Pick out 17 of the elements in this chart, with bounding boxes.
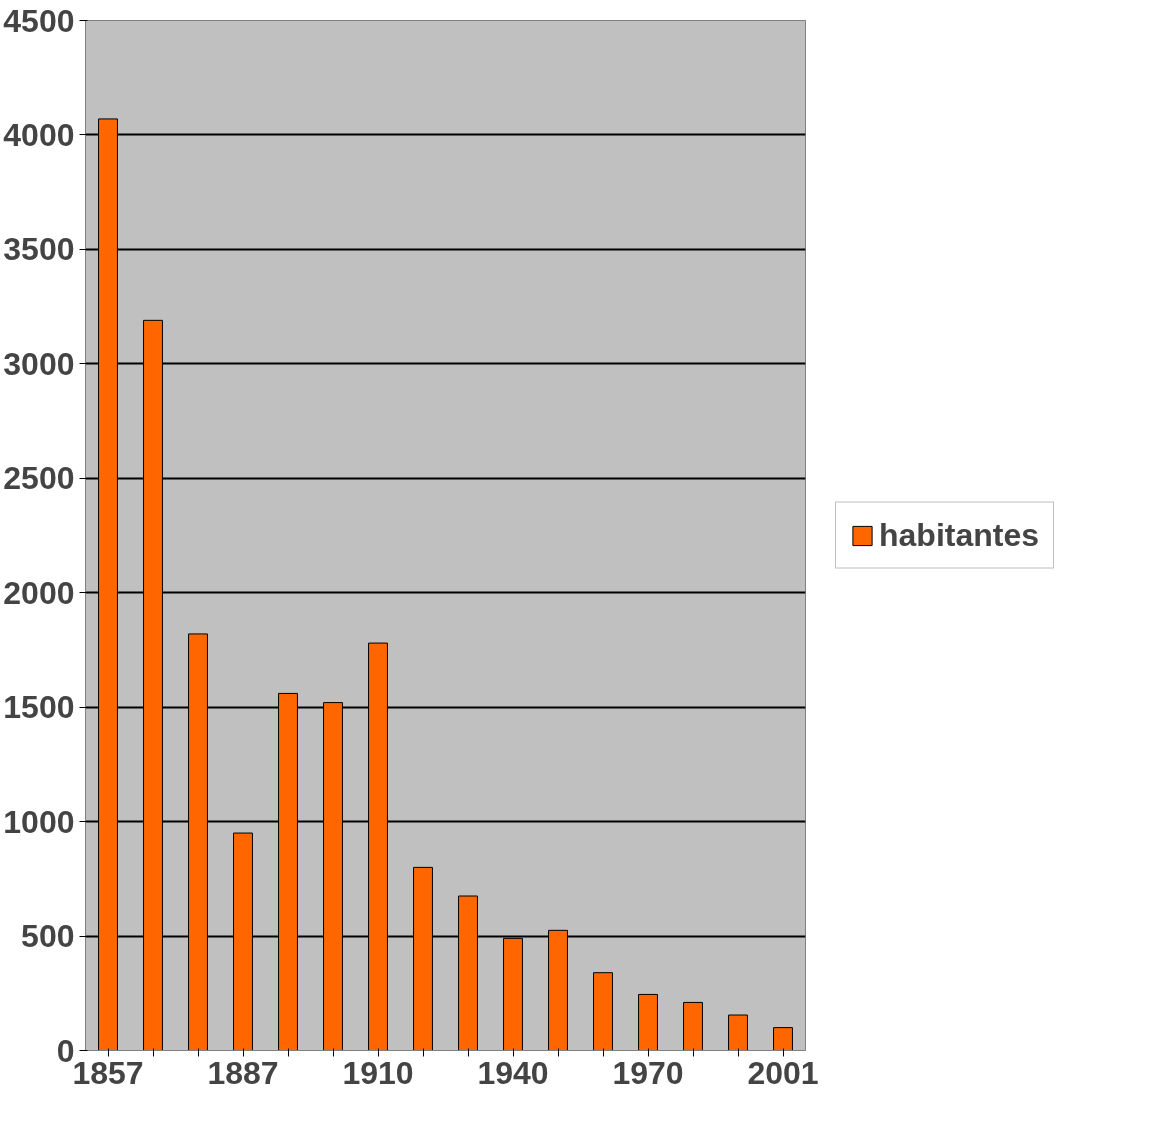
y-tick-label: 2000 (3, 574, 75, 611)
y-tick-label: 0 (56, 1032, 75, 1069)
y-tick-label: 4000 (3, 116, 75, 153)
y-tick-label: 3000 (3, 345, 75, 382)
x-tick-label: 2001 (747, 1054, 819, 1091)
x-tick-label: 1940 (477, 1054, 549, 1091)
x-tick-label: 1970 (612, 1054, 684, 1091)
y-tick-label: 4500 (3, 2, 75, 39)
y-tick-label: 500 (21, 918, 75, 955)
x-tick-label: 1910 (342, 1054, 414, 1091)
y-tick-label: 3500 (3, 231, 75, 268)
y-tick-label: 1000 (3, 803, 75, 840)
x-tick-label: 1887 (207, 1054, 279, 1091)
legend-label: habitantes (879, 516, 1040, 554)
x-tick-label: 1857 (72, 1054, 144, 1091)
y-tick-label: 2500 (3, 460, 75, 497)
y-tick-label: 1500 (3, 689, 75, 726)
